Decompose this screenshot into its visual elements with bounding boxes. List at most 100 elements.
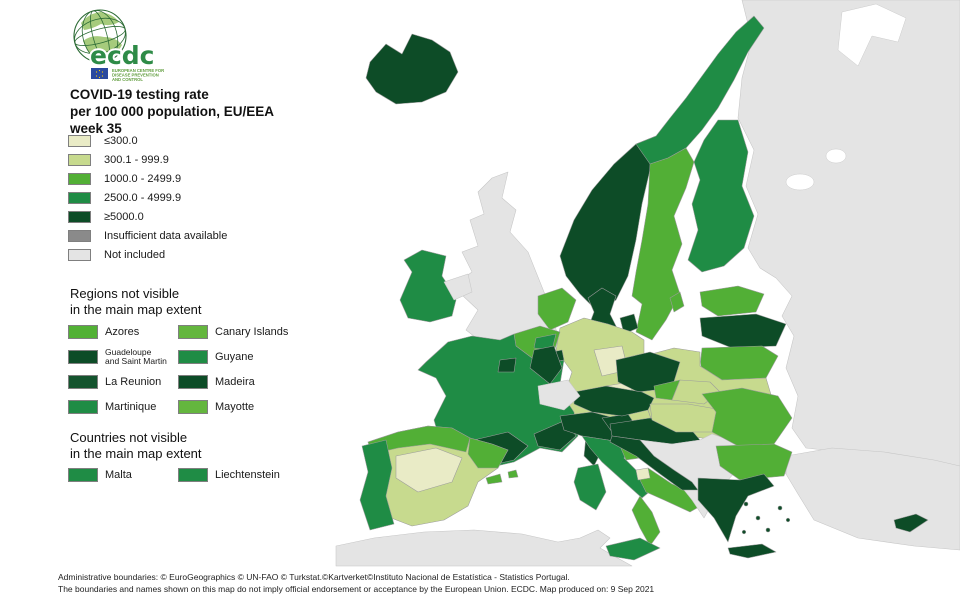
region-spain-center [395,447,463,493]
region-balearic1 [485,473,503,485]
legend-label: Not included [104,248,166,261]
lake-ladoga [785,173,815,191]
region-gotland [669,291,685,313]
region-legend-item: Guyane [178,349,328,364]
legend-row: 1000.0 - 2499.9 [68,169,227,188]
legend-row: 300.1 - 999.9 [68,150,227,169]
region-label: Guyane [215,350,254,363]
region-switzerland [537,379,581,411]
country-swatch [178,467,208,482]
region-swatch [68,324,98,339]
greek-island [777,505,783,511]
greek-island [785,517,791,523]
legend: ≤300.0 300.1 - 999.9 1000.0 - 2499.9 250… [68,131,227,264]
legend-swatch [68,172,91,185]
region-label: La Reunion [105,375,162,388]
region-northern-ireland [443,273,473,301]
legend-swatch [68,153,91,166]
region-legend-item: Mayotte [178,399,328,414]
region-swatch [178,324,208,339]
countries-not-visible-heading: Countries not visible in the main map ex… [70,430,202,462]
region-swatch [178,399,208,414]
legend-label: ≥5000.0 [104,210,144,223]
region-italy-calabria [631,495,661,547]
region-turkey [785,447,960,551]
legend-row: ≥5000.0 [68,207,227,226]
region-sardinia [573,463,607,511]
legend-label: Insufficient data available [104,229,228,242]
eu-flag-icon [91,68,108,79]
legend-row: Not included [68,245,227,264]
countries-heading-line2: in the main map extent [70,446,202,461]
region-cyprus [893,513,929,533]
regions-heading-line2: in the main map extent [70,302,202,317]
country-swatch [68,467,98,482]
region-swatch [178,349,208,364]
country-legend-item: Liechtenstein [178,467,328,482]
region-latvia [699,313,787,349]
legend-row: 2500.0 - 4999.9 [68,188,227,207]
map-title: COVID-19 testing rate per 100 000 popula… [70,86,274,137]
title-line2: per 100 000 population, EU/EEA [70,104,275,119]
region-austria [573,385,655,417]
regions-heading-line1: Regions not visible [70,286,180,301]
ecdc-wordmark: ecdc [90,41,155,70]
legend-row: ≤300.0 [68,131,227,150]
region-label: Mayotte [215,400,255,413]
org-name-line2: DISEASE PREVENTION [112,73,159,78]
region-estonia [699,285,765,317]
region-label: Guadeloupe and Saint Martin [105,346,167,366]
regions-not-visible-legend: Azores Canary Islands Guadeloupe and Sai… [68,319,328,419]
region-sicily [605,537,661,561]
legend-swatch [68,134,91,147]
region-label-line2: and Saint Martin [105,355,167,366]
org-name-line1: EUROPEAN CENTRE FOR [112,68,164,73]
region-legend-item: Azores [68,324,178,339]
legend-swatch [68,191,91,204]
region-label: Martinique [105,400,157,413]
footer-line2: The boundaries and names shown on this m… [58,583,655,594]
countries-not-visible-legend: Malta Liechtenstein [68,462,328,487]
footer-line1: Administrative boundaries: © EuroGeograp… [58,572,570,582]
title-line1: COVID-19 testing rate [70,87,209,102]
region-label: Azores [105,325,140,338]
region-label-line1: Guadeloupe [105,346,152,357]
footer-notes: Administrative boundaries: © EuroGeograp… [58,572,654,595]
country-label: Liechtenstein [215,468,280,481]
title-line3: week 35 [70,121,122,136]
legend-label: 2500.0 - 4999.9 [104,191,182,204]
region-legend-item: Guadeloupe and Saint Martin [68,346,178,366]
legend-row: Insufficient data available [68,226,227,245]
region-balearic2 [507,469,519,479]
region-france-grand-est [529,345,563,385]
region-italy-molise [635,467,651,481]
region-legend-item: La Reunion [68,374,178,389]
region-norway-south [559,135,657,313]
greek-island [755,515,761,521]
region-africa [335,529,633,567]
country-legend-item: Malta [68,467,178,482]
globe-grid [74,10,126,62]
country-label: Malta [105,468,132,481]
region-crete [727,543,777,559]
legend-swatch [68,210,91,223]
region-france-idf [497,357,517,373]
region-portugal [359,439,395,531]
region-legend-item: Canary Islands [178,324,328,339]
region-legend-item: Martinique [68,399,178,414]
greek-island [741,529,747,535]
greek-island [765,527,771,533]
lake-onega [825,148,847,164]
region-legend-item: Madeira [178,374,328,389]
region-swatch [68,399,98,414]
ecdc-logo: ecdc EUROPEAN CENTRE FOR DISEASE PREVENT… [70,6,190,91]
legend-swatch [68,248,91,261]
ecdc-logo-graphic: ecdc EUROPEAN CENTRE FOR DISEASE PREVENT… [73,9,164,82]
regions-not-visible-heading: Regions not visible in the main map exte… [70,286,202,318]
region-label: Canary Islands [215,325,289,338]
greek-island [743,501,749,507]
region-catalonia [467,437,509,469]
region-label: Madeira [215,375,255,388]
region-finland [687,119,755,273]
